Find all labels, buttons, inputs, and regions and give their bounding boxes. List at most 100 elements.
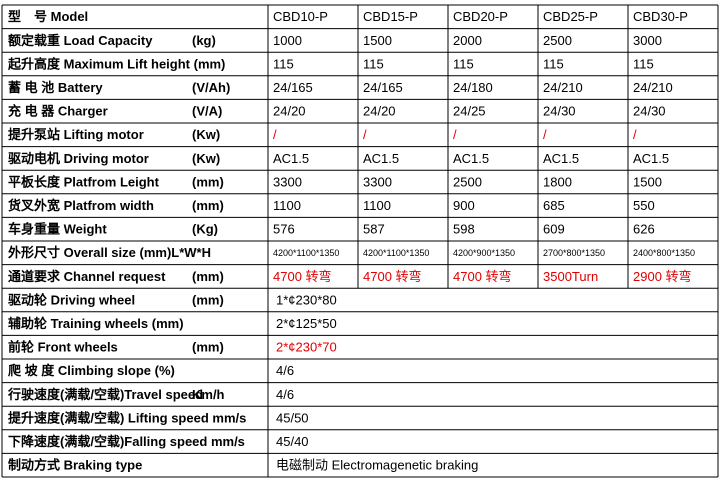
cell-value: 609 bbox=[543, 222, 565, 237]
row-label: 前轮 Front wheels bbox=[8, 340, 118, 355]
cell-value: 2500 bbox=[543, 33, 572, 48]
cell-value: 598 bbox=[453, 222, 475, 237]
row-label: 爬 坡 度 Climbing slope (%) bbox=[7, 363, 175, 378]
cell-value: 4200*1100*1350 bbox=[363, 248, 429, 258]
cell-value: AC1.5 bbox=[543, 151, 579, 166]
cell-value: 1500 bbox=[363, 33, 392, 48]
cell-value: 3000 bbox=[633, 33, 662, 48]
cell-value: / bbox=[453, 127, 457, 142]
row-label: 提升速度(满载/空载) Lifting speed mm/s bbox=[8, 410, 246, 425]
row-label: 平板长度 Platfrom Leight bbox=[8, 174, 160, 189]
cell-value: 685 bbox=[543, 198, 565, 213]
cell-value: CBD15-P bbox=[363, 9, 418, 24]
row-label: 提升泵站 Lifting motor bbox=[8, 127, 144, 142]
cell-value: 24/180 bbox=[453, 80, 493, 95]
cell-value: 45/40 bbox=[276, 434, 309, 449]
cell-value: 24/25 bbox=[453, 104, 486, 119]
row-unit: (mm) bbox=[192, 340, 224, 355]
row-label: 额定载重 Load Capacity bbox=[8, 33, 153, 48]
row-label: 外形尺寸 Overall size (mm)L*W*H bbox=[7, 245, 211, 260]
row-unit: (kg) bbox=[192, 33, 216, 48]
row-unit: (mm) bbox=[192, 174, 224, 189]
cell-value: AC1.5 bbox=[633, 151, 669, 166]
cell-value: 4700 转弯 bbox=[363, 269, 422, 284]
cell-value: 2500 bbox=[453, 174, 482, 189]
cell-value: 4700 转弯 bbox=[273, 269, 332, 284]
cell-value: 587 bbox=[363, 222, 385, 237]
cell-value: 24/20 bbox=[273, 104, 306, 119]
cell-value: 24/165 bbox=[273, 80, 313, 95]
cell-value: 24/30 bbox=[633, 104, 666, 119]
row-label: 行驶速度(满载/空载)Travel speed bbox=[7, 387, 203, 402]
cell-value: 1*¢230*80 bbox=[276, 292, 337, 307]
cell-value: 115 bbox=[633, 56, 654, 71]
row-unit: Km/h bbox=[192, 387, 225, 402]
cell-value: 626 bbox=[633, 222, 655, 237]
cell-value: CBD20-P bbox=[453, 9, 508, 24]
cell-value: 24/30 bbox=[543, 104, 576, 119]
cell-value: 2900 转弯 bbox=[633, 269, 692, 284]
row-label: 货叉外宽 Platfrom width bbox=[8, 198, 154, 213]
cell-value: 24/210 bbox=[633, 80, 673, 95]
cell-value: 1000 bbox=[273, 33, 302, 48]
cell-value: 115 bbox=[273, 56, 294, 71]
cell-value: 1500 bbox=[633, 174, 662, 189]
cell-value: 24/210 bbox=[543, 80, 583, 95]
cell-value: 115 bbox=[363, 56, 384, 71]
cell-value: / bbox=[363, 127, 367, 142]
cell-value: 550 bbox=[633, 198, 655, 213]
cell-value: 45/50 bbox=[276, 410, 309, 425]
row-unit: (mm) bbox=[192, 269, 224, 284]
cell-value: 4700 转弯 bbox=[453, 269, 512, 284]
cell-value: 2000 bbox=[453, 33, 482, 48]
cell-value: AC1.5 bbox=[363, 151, 399, 166]
cell-value: / bbox=[273, 127, 277, 142]
row-unit: (Kw) bbox=[192, 127, 220, 142]
row-unit: (Kg) bbox=[192, 222, 218, 237]
row-label: 起升高度 Maximum Lift height (mm) bbox=[7, 56, 225, 71]
row-label: 下降速度(满载/空载)Falling speed mm/s bbox=[8, 434, 245, 449]
cell-value: 2400*800*1350 bbox=[633, 248, 695, 258]
row-label: 充 电 器 Charger bbox=[8, 104, 108, 119]
row-label: 制动方式 Braking type bbox=[8, 458, 142, 473]
cell-value: 1800 bbox=[543, 174, 572, 189]
row-unit: (V/Ah) bbox=[192, 80, 230, 95]
cell-value: 1100 bbox=[363, 198, 391, 213]
cell-value: CBD25-P bbox=[543, 9, 598, 24]
cell-value: 900 bbox=[453, 198, 475, 213]
cell-value: 电磁制动 Electromagenetic braking bbox=[276, 458, 478, 473]
cell-value: 2700*800*1350 bbox=[543, 248, 605, 258]
cell-value: 24/20 bbox=[363, 104, 396, 119]
cell-value: CBD10-P bbox=[273, 9, 328, 24]
row-label: 蓄 电 池 Battery bbox=[8, 80, 103, 95]
cell-value: 3500Turn bbox=[543, 269, 598, 284]
cell-value: AC1.5 bbox=[273, 151, 309, 166]
cell-value: 115 bbox=[453, 56, 474, 71]
cell-value: 4/6 bbox=[276, 387, 294, 402]
row-unit: (Kw) bbox=[192, 151, 220, 166]
row-label: 辅助轮 Training wheels (mm) bbox=[8, 316, 184, 331]
row-label: 驱动电机 Driving motor bbox=[8, 151, 149, 166]
cell-value: 4200*900*1350 bbox=[453, 248, 515, 258]
cell-value: 4200*1100*1350 bbox=[273, 248, 339, 258]
cell-value: 3300 bbox=[273, 174, 302, 189]
row-label: 车身重量 Weight bbox=[8, 222, 107, 237]
row-label: 型 号 Model bbox=[8, 9, 88, 24]
row-unit: (V/A) bbox=[192, 104, 222, 119]
cell-value: 115 bbox=[543, 56, 564, 71]
cell-value: 1100 bbox=[273, 198, 301, 213]
cell-value: / bbox=[633, 127, 637, 142]
row-unit: (mm) bbox=[192, 198, 224, 213]
cell-value: CBD30-P bbox=[633, 9, 688, 24]
cell-value: 3300 bbox=[363, 174, 392, 189]
row-label: 通道要求 Channel request bbox=[8, 269, 166, 284]
cell-value: 2*¢230*70 bbox=[276, 340, 337, 355]
cell-value: 24/165 bbox=[363, 80, 403, 95]
cell-value: AC1.5 bbox=[453, 151, 489, 166]
row-label: 驱动轮 Driving wheel bbox=[8, 292, 135, 307]
cell-value: / bbox=[543, 127, 547, 142]
row-unit: (mm) bbox=[192, 292, 224, 307]
cell-value: 2*¢125*50 bbox=[276, 316, 337, 331]
cell-value: 4/6 bbox=[276, 363, 294, 378]
